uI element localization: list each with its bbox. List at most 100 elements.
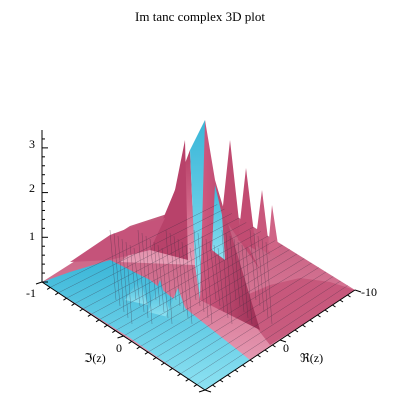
mesh-line	[173, 235, 181, 307]
mesh-line	[253, 232, 261, 307]
axis-tick	[136, 346, 141, 350]
axis-tick	[264, 349, 269, 353]
axis-tick	[212, 384, 216, 388]
mesh-line	[257, 235, 265, 313]
z-tick-label-1: 1	[29, 229, 35, 243]
axis-tick	[144, 351, 149, 355]
chart-title: Im tanc complex 3D plot	[135, 9, 265, 24]
mesh-line	[121, 238, 129, 319]
axis-tick	[95, 319, 100, 323]
axis-tick	[227, 374, 231, 378]
axis-tick	[302, 324, 306, 328]
mesh-line	[189, 247, 197, 301]
mesh-line	[129, 244, 137, 301]
mesh-line	[265, 241, 273, 325]
mesh-line	[137, 229, 145, 313]
axis-tick	[79, 308, 84, 312]
surface-right-wave	[235, 278, 355, 345]
mesh-line	[147, 258, 305, 353]
mesh-line	[233, 238, 241, 307]
mesh-line	[172, 271, 327, 369]
axis-tick	[219, 379, 224, 383]
mesh-line	[213, 244, 221, 307]
mesh-line	[139, 253, 298, 347]
peak-far-left	[150, 140, 188, 260]
mesh-line	[155, 262, 312, 358]
axis-tick	[185, 378, 189, 382]
mesh-line	[209, 241, 217, 301]
mesh-line	[261, 238, 269, 319]
mesh-line	[98, 231, 261, 320]
mesh-line	[221, 229, 229, 319]
axis-tick	[198, 389, 206, 393]
axis-tick	[55, 292, 59, 296]
mesh-line	[180, 276, 334, 374]
mesh-line	[225, 232, 233, 325]
axis-tick	[294, 329, 299, 333]
mesh-line	[50, 204, 218, 288]
axis-tick	[287, 334, 291, 338]
axis-tick	[279, 339, 287, 343]
mesh-line	[125, 241, 133, 325]
mesh-line	[181, 241, 189, 319]
mesh-line	[141, 232, 149, 319]
real-tick-label-2: -10	[361, 285, 377, 299]
axis-tick	[112, 330, 116, 334]
axis-tick	[160, 362, 165, 366]
mesh-line	[107, 235, 269, 326]
axis-tick	[339, 299, 344, 303]
mesh-line	[133, 247, 141, 307]
mesh-line	[164, 267, 319, 364]
peak-right-1-cyan	[212, 185, 225, 260]
imag-axis-label: ℑ(z)	[84, 351, 106, 365]
mesh-line	[249, 229, 257, 301]
axis-tick	[249, 359, 254, 363]
axis-tick	[324, 309, 329, 313]
real-tick-label-1: 0	[283, 341, 289, 355]
mesh-line	[197, 232, 205, 313]
mesh-line	[109, 229, 117, 301]
axis-tick	[347, 294, 351, 298]
mesh-line	[149, 238, 157, 301]
mesh-line	[237, 241, 245, 313]
mesh-line	[229, 235, 237, 301]
axis-tick	[309, 319, 314, 323]
mesh-line	[145, 235, 153, 325]
mesh-line	[58, 208, 225, 294]
mesh-line	[161, 247, 169, 319]
axis-tick	[103, 324, 108, 328]
tick-labels: 1 2 3 -1 0 0 -10	[26, 137, 377, 355]
mesh-line	[113, 232, 121, 307]
z-tick-label-2: 2	[29, 181, 35, 195]
mesh-line	[196, 285, 348, 385]
peak-right-4	[268, 205, 280, 258]
mesh-line	[117, 235, 125, 313]
axis-tick	[71, 303, 75, 307]
peak-center-right-face	[200, 120, 260, 330]
axes	[35, 130, 362, 393]
axis-tick	[242, 364, 246, 368]
mesh-line	[241, 244, 249, 319]
axis-tick	[234, 369, 239, 373]
axis-tick	[332, 304, 336, 308]
mesh-line	[169, 232, 177, 301]
axis-tick	[193, 384, 198, 388]
axis-tick	[117, 335, 124, 339]
mesh-line	[157, 244, 165, 313]
mesh-line	[205, 238, 213, 325]
axis-tick	[87, 313, 92, 317]
peak-right-1	[222, 140, 260, 270]
axis-tick	[272, 344, 276, 348]
mesh-line	[66, 213, 232, 299]
mesh-line	[131, 249, 290, 342]
surface-front-cyan	[42, 260, 250, 390]
peak-right-3	[255, 190, 270, 255]
imag-tick-label-1: -1	[26, 286, 36, 300]
mesh-line	[82, 222, 247, 310]
axis-tick	[257, 354, 261, 358]
mesh-line	[201, 235, 209, 319]
peak-front-2	[148, 280, 172, 318]
real-axis-label: ℜ(z)	[300, 351, 323, 365]
z-tick-label-3: 3	[29, 137, 35, 151]
